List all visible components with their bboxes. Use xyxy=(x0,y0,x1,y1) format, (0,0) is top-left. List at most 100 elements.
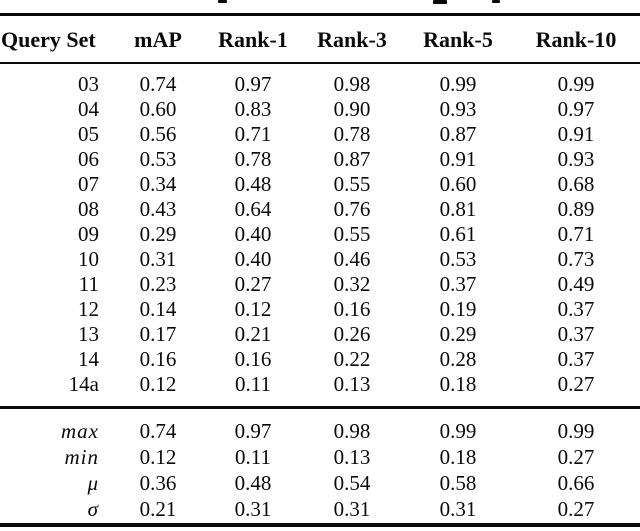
query-set-cell: 09 xyxy=(78,222,99,246)
table-row: 13 0.17 0.21 0.26 0.29 0.37 xyxy=(0,322,640,347)
value-cell: 0.78 xyxy=(333,122,371,146)
value-cell: 0.93 xyxy=(439,97,477,121)
value-cell: 0.60 xyxy=(139,97,177,121)
value-cell: 0.73 xyxy=(557,247,595,271)
value-cell: 0.31 xyxy=(234,497,272,521)
value-cell: 0.66 xyxy=(557,471,595,495)
query-set-cell: 14 xyxy=(78,347,99,371)
column-header-rank-3: Rank-3 xyxy=(300,14,404,64)
column-header-rank-5: Rank-5 xyxy=(404,14,512,64)
summary-label-cell: μ xyxy=(87,471,99,495)
value-cell: 0.99 xyxy=(557,72,595,96)
value-cell: 0.90 xyxy=(333,97,371,121)
value-cell: 0.23 xyxy=(139,272,177,296)
value-cell: 0.37 xyxy=(557,297,595,321)
value-cell: 0.64 xyxy=(234,197,272,221)
value-cell: 0.14 xyxy=(139,297,177,321)
value-cell: 0.11 xyxy=(235,372,271,396)
value-cell: 0.53 xyxy=(139,147,177,171)
value-cell: 0.31 xyxy=(333,497,371,521)
summary-row: min 0.12 0.11 0.13 0.18 0.27 xyxy=(0,444,640,470)
query-set-cell: 05 xyxy=(78,122,99,146)
value-cell: 0.83 xyxy=(234,97,272,121)
value-cell: 0.98 xyxy=(333,419,371,443)
value-cell: 0.12 xyxy=(234,297,272,321)
value-cell: 0.13 xyxy=(333,372,371,396)
value-cell: 0.17 xyxy=(139,322,177,346)
value-cell: 0.46 xyxy=(333,247,371,271)
table-body: 03 0.74 0.97 0.98 0.99 0.99 04 0.60 0.83 0.90 0.93… xyxy=(0,63,640,408)
query-set-cell: 08 xyxy=(78,197,99,221)
query-set-cell: 13 xyxy=(78,322,99,346)
value-cell: 0.18 xyxy=(439,445,477,469)
value-cell: 0.40 xyxy=(234,222,272,246)
header-row: Query Set mAP Rank-1 Rank-3 Rank-5 Rank-… xyxy=(0,14,640,64)
column-header-map: mAP xyxy=(110,14,206,64)
value-cell: 0.40 xyxy=(234,247,272,271)
value-cell: 0.71 xyxy=(234,122,272,146)
value-cell: 0.12 xyxy=(139,445,177,469)
value-cell: 0.89 xyxy=(557,197,595,221)
value-cell: 0.74 xyxy=(139,419,177,443)
query-set-cell: 04 xyxy=(78,97,99,121)
value-cell: 0.97 xyxy=(557,97,595,121)
value-cell: 0.34 xyxy=(139,172,177,196)
value-cell: 0.37 xyxy=(557,347,595,371)
summary-row: max 0.74 0.97 0.98 0.99 0.99 xyxy=(0,408,640,445)
value-cell: 0.55 xyxy=(333,172,371,196)
value-cell: 0.21 xyxy=(234,322,272,346)
value-cell: 0.55 xyxy=(333,222,371,246)
value-cell: 0.91 xyxy=(557,122,595,146)
value-cell: 0.22 xyxy=(333,347,371,371)
value-cell: 0.99 xyxy=(439,72,477,96)
value-cell: 0.16 xyxy=(234,347,272,371)
value-cell: 0.99 xyxy=(439,419,477,443)
value-cell: 0.18 xyxy=(439,372,477,396)
value-cell: 0.87 xyxy=(439,122,477,146)
query-set-cell: 06 xyxy=(78,147,99,171)
value-cell: 0.87 xyxy=(333,147,371,171)
value-cell: 0.68 xyxy=(557,172,595,196)
summary-label-cell: min xyxy=(64,445,99,469)
value-cell: 0.98 xyxy=(333,72,371,96)
value-cell: 0.48 xyxy=(234,172,272,196)
summary-row: σ 0.21 0.31 0.31 0.31 0.27 xyxy=(0,496,640,525)
value-cell: 0.32 xyxy=(333,272,371,296)
value-cell: 0.29 xyxy=(439,322,477,346)
value-cell: 0.21 xyxy=(139,497,177,521)
table-row: 10 0.31 0.40 0.46 0.53 0.73 xyxy=(0,247,640,272)
value-cell: 0.37 xyxy=(439,272,477,296)
column-header-rank-1: Rank-1 xyxy=(206,14,300,64)
value-cell: 0.97 xyxy=(234,419,272,443)
value-cell: 0.91 xyxy=(439,147,477,171)
query-set-cell: 10 xyxy=(78,247,99,271)
value-cell: 0.31 xyxy=(139,247,177,271)
table-row: 09 0.29 0.40 0.55 0.61 0.71 xyxy=(0,222,640,247)
value-cell: 0.74 xyxy=(139,72,177,96)
table-row: 03 0.74 0.97 0.98 0.99 0.99 xyxy=(0,63,640,97)
table-row: 04 0.60 0.83 0.90 0.93 0.97 xyxy=(0,97,640,122)
value-cell: 0.26 xyxy=(333,322,371,346)
value-cell: 0.97 xyxy=(234,72,272,96)
query-set-results-table: Query Set mAP Rank-1 Rank-3 Rank-5 Rank-… xyxy=(0,13,640,527)
value-cell: 0.27 xyxy=(557,445,595,469)
value-cell: 0.28 xyxy=(439,347,477,371)
value-cell: 0.61 xyxy=(439,222,477,246)
value-cell: 0.99 xyxy=(557,419,595,443)
column-header-query-set: Query Set xyxy=(0,14,110,64)
table-row: 07 0.34 0.48 0.55 0.60 0.68 xyxy=(0,172,640,197)
column-header-rank-10: Rank-10 xyxy=(512,14,640,64)
value-cell: 0.12 xyxy=(139,372,177,396)
value-cell: 0.60 xyxy=(439,172,477,196)
query-set-cell: 07 xyxy=(78,172,99,196)
cropped-caption-descender-fragment xyxy=(433,0,447,4)
query-set-cell: 11 xyxy=(78,272,99,296)
table-row: 11 0.23 0.27 0.32 0.37 0.49 xyxy=(0,272,640,297)
value-cell: 0.49 xyxy=(557,272,595,296)
table-row: 14a 0.12 0.11 0.13 0.18 0.27 xyxy=(0,372,640,408)
cropped-caption-descender-fragment xyxy=(492,0,500,3)
value-cell: 0.78 xyxy=(234,147,272,171)
value-cell: 0.27 xyxy=(557,497,595,521)
value-cell: 0.56 xyxy=(139,122,177,146)
